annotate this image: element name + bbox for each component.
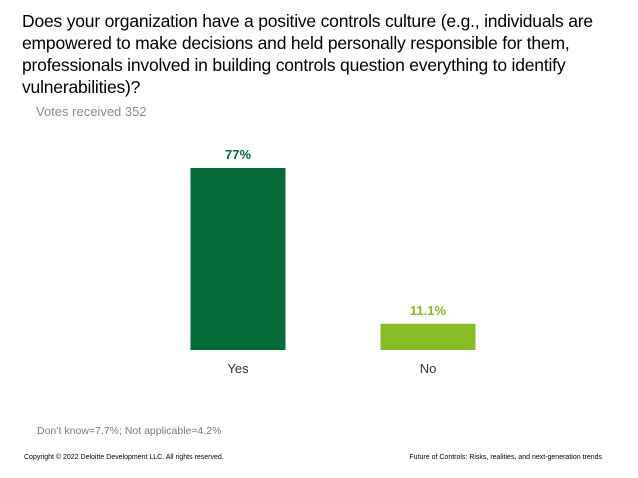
- bar-no: [380, 323, 476, 350]
- copyright-notice: Copyright © 2022 Deloitte Development LL…: [24, 454, 224, 461]
- category-label-no: No: [420, 361, 437, 376]
- other-responses-footnote: Don’t know=7.7%; Not applicable=4.2%: [37, 425, 222, 437]
- report-title-footer: Future of Controls: Risks, realities, an…: [409, 454, 602, 461]
- chart-question-title: Does your organization have a positive c…: [22, 11, 593, 97]
- bar-value-label-no: 11.1%: [410, 303, 447, 318]
- votes-received-label: Votes received 352: [36, 104, 147, 119]
- category-label-yes: Yes: [227, 361, 249, 376]
- bar-value-label-yes: 77%: [225, 147, 251, 162]
- bar-yes: [190, 168, 286, 350]
